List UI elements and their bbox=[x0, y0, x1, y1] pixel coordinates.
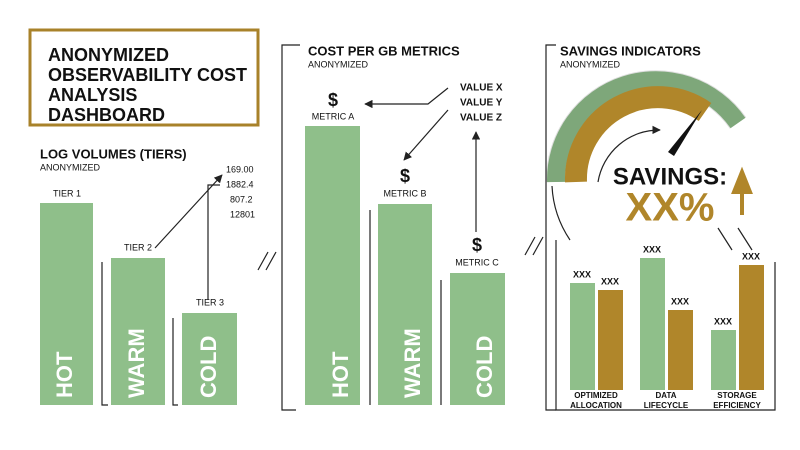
section-subtitle: ANONYMIZED bbox=[308, 59, 369, 69]
bar-label: XXX bbox=[742, 251, 760, 261]
metric-bar bbox=[450, 273, 505, 405]
metric-name: WARM bbox=[400, 328, 425, 398]
volume-number: 169.00 bbox=[226, 164, 254, 174]
bar-label: XXX bbox=[671, 296, 689, 306]
title-line: DASHBOARD bbox=[48, 105, 165, 125]
group-label: ALLOCATION bbox=[570, 401, 622, 410]
section-subtitle: ANONYMIZED bbox=[560, 59, 621, 69]
break-mark bbox=[524, 236, 544, 256]
bar-label: XXX bbox=[601, 276, 619, 286]
bar-label: XXX bbox=[714, 316, 732, 326]
gauge-outline bbox=[551, 185, 571, 241]
metric-name: HOT bbox=[328, 351, 353, 398]
gauge-edge bbox=[545, 70, 747, 183]
arrow bbox=[207, 184, 220, 300]
title-line: ANALYSIS bbox=[48, 85, 137, 105]
panel-frame bbox=[555, 240, 776, 411]
section-frame bbox=[545, 44, 556, 411]
section-title: COST PER GB METRICS bbox=[308, 43, 460, 58]
volume-number: 1882.4 bbox=[226, 179, 254, 189]
tier-bar bbox=[111, 258, 165, 405]
savings-bar bbox=[570, 283, 595, 390]
break-mark bbox=[257, 251, 277, 271]
tier-name: COLD bbox=[196, 336, 221, 398]
savings-bar bbox=[739, 265, 764, 390]
section-frame bbox=[281, 44, 300, 411]
metric-label: METRIC A bbox=[312, 111, 355, 121]
tier-name: HOT bbox=[52, 351, 77, 398]
gauge-track bbox=[546, 71, 746, 183]
volume-number: 807.2 bbox=[230, 194, 253, 204]
title-line: OBSERVABILITY COST bbox=[48, 65, 247, 85]
group-label: DATA bbox=[655, 391, 676, 400]
group-label: STORAGE bbox=[717, 391, 757, 400]
tier-label: TIER 3 bbox=[196, 297, 224, 307]
arrow bbox=[364, 87, 449, 109]
tier-bar bbox=[182, 313, 237, 405]
tier-label: TIER 1 bbox=[53, 188, 81, 198]
section-title: SAVINGS INDICATORS bbox=[560, 43, 701, 58]
section-title: LOG VOLUMES (TIERS) bbox=[40, 146, 187, 161]
arrow bbox=[403, 109, 449, 161]
bar-label: XXX bbox=[643, 244, 661, 254]
legend-item: VALUE Y bbox=[460, 98, 503, 109]
tier-label: TIER 2 bbox=[124, 242, 152, 252]
group-label: OPTIMIZED bbox=[574, 391, 618, 400]
metric-icon: $ bbox=[400, 166, 410, 186]
gauge-needle bbox=[668, 110, 702, 156]
bracket bbox=[369, 210, 442, 405]
metric-label: METRIC B bbox=[383, 188, 426, 198]
title-line: ANONYMIZED bbox=[48, 45, 169, 65]
savings-bar bbox=[598, 290, 623, 390]
savings-headline: SAVINGS: bbox=[613, 163, 727, 190]
savings-bar bbox=[711, 330, 736, 390]
group-label: LIFECYCLE bbox=[644, 401, 689, 410]
tier-name: WARM bbox=[124, 328, 149, 398]
legend-item: VALUE X bbox=[460, 83, 503, 94]
gauge-arrow bbox=[597, 125, 661, 183]
gauge-fill bbox=[564, 86, 712, 183]
metric-icon: $ bbox=[472, 235, 482, 255]
tier-bar bbox=[40, 203, 93, 405]
metric-bar bbox=[378, 204, 432, 405]
title-frame bbox=[28, 28, 260, 127]
metric-label: METRIC C bbox=[455, 257, 499, 267]
savings-value: XX% bbox=[626, 186, 715, 230]
arrow bbox=[154, 174, 223, 249]
metric-icon: $ bbox=[328, 90, 338, 110]
section-subtitle: ANONYMIZED bbox=[40, 162, 101, 172]
metric-name: COLD bbox=[472, 336, 497, 398]
volume-number: 12801 bbox=[230, 209, 255, 219]
connector bbox=[717, 227, 753, 251]
legend-item: VALUE Z bbox=[460, 113, 502, 124]
bar-label: XXX bbox=[573, 269, 591, 279]
bracket bbox=[101, 262, 178, 406]
group-label: EFFICIENCY bbox=[713, 401, 761, 410]
up-arrow bbox=[731, 166, 753, 215]
metric-bar bbox=[305, 126, 360, 405]
savings-bar bbox=[640, 258, 665, 390]
savings-bar bbox=[668, 310, 693, 390]
